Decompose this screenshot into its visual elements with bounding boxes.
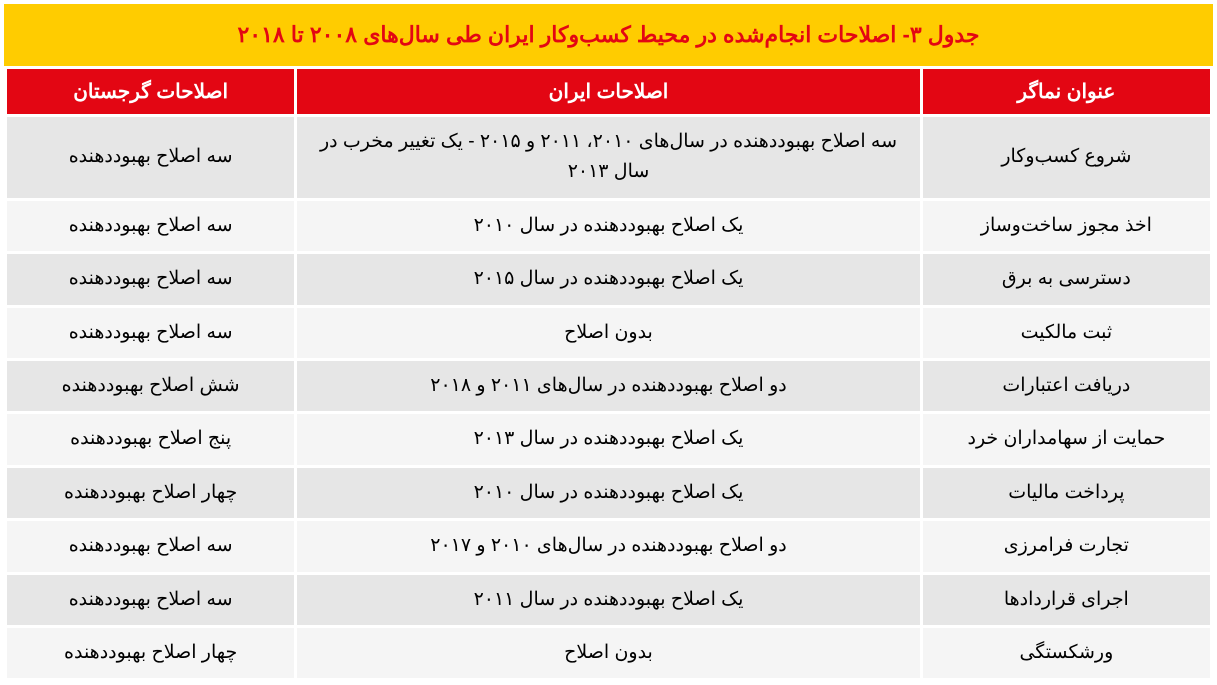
table-row: دریافت اعتباراتدو اصلاح بهبوددهنده در سا… xyxy=(7,361,1210,411)
table-row: دسترسی به برقیک اصلاح بهبوددهنده در سال … xyxy=(7,254,1210,304)
cell-georgia: چهار اصلاح بهبوددهنده xyxy=(7,468,294,518)
cell-georgia: سه اصلاح بهبوددهنده xyxy=(7,308,294,358)
cell-iran: دو اصلاح بهبوددهنده در سال‌های ۲۰۱۱ و ۲۰… xyxy=(297,361,919,411)
cell-georgia: سه اصلاح بهبوددهنده xyxy=(7,117,294,198)
cell-indicator: تجارت فرامرزی xyxy=(923,521,1210,571)
cell-iran: بدون اصلاح xyxy=(297,308,919,358)
cell-georgia: سه اصلاح بهبوددهنده xyxy=(7,254,294,304)
cell-iran: دو اصلاح بهبوددهنده در سال‌های ۲۰۱۰ و ۲۰… xyxy=(297,521,919,571)
header-georgia: اصلاحات گرجستان xyxy=(7,69,294,114)
table-title: جدول ۳- اصلاحات انجام‌شده در محیط کسب‌وک… xyxy=(4,4,1213,66)
table-row: ثبت مالکیتبدون اصلاحسه اصلاح بهبوددهنده xyxy=(7,308,1210,358)
cell-indicator: ورشکستگی xyxy=(923,628,1210,678)
table-row: پرداخت مالیاتیک اصلاح بهبوددهنده در سال … xyxy=(7,468,1210,518)
cell-indicator: شروع کسب‌وکار xyxy=(923,117,1210,198)
cell-georgia: چهار اصلاح بهبوددهنده xyxy=(7,628,294,678)
cell-iran: یک اصلاح بهبوددهنده در سال ۲۰۱۳ xyxy=(297,414,919,464)
cell-indicator: حمایت از سهامداران خرد xyxy=(923,414,1210,464)
cell-georgia: سه اصلاح بهبوددهنده xyxy=(7,521,294,571)
header-indicator: عنوان نماگر xyxy=(923,69,1210,114)
cell-indicator: اجرای قراردادها xyxy=(923,575,1210,625)
table-container: جدول ۳- اصلاحات انجام‌شده در محیط کسب‌وک… xyxy=(4,4,1213,681)
header-iran: اصلاحات ایران xyxy=(297,69,919,114)
table-row: ورشکستگیبدون اصلاحچهار اصلاح بهبوددهنده xyxy=(7,628,1210,678)
cell-georgia: پنج اصلاح بهبوددهنده xyxy=(7,414,294,464)
cell-georgia: سه اصلاح بهبوددهنده xyxy=(7,201,294,251)
reforms-table: عنوان نماگر اصلاحات ایران اصلاحات گرجستا… xyxy=(4,66,1213,681)
cell-iran: یک اصلاح بهبوددهنده در سال ۲۰۱۱ xyxy=(297,575,919,625)
table-row: اجرای قراردادهایک اصلاح بهبوددهنده در سا… xyxy=(7,575,1210,625)
cell-indicator: دسترسی به برق xyxy=(923,254,1210,304)
cell-indicator: ثبت مالکیت xyxy=(923,308,1210,358)
cell-georgia: سه اصلاح بهبوددهنده xyxy=(7,575,294,625)
cell-georgia: شش اصلاح بهبوددهنده xyxy=(7,361,294,411)
table-row: حمایت از سهامداران خردیک اصلاح بهبوددهند… xyxy=(7,414,1210,464)
cell-indicator: دریافت اعتبارات xyxy=(923,361,1210,411)
header-row: عنوان نماگر اصلاحات ایران اصلاحات گرجستا… xyxy=(7,69,1210,114)
cell-indicator: پرداخت مالیات xyxy=(923,468,1210,518)
cell-indicator: اخذ مجوز ساخت‌وساز xyxy=(923,201,1210,251)
table-row: اخذ مجوز ساخت‌وسازیک اصلاح بهبوددهنده در… xyxy=(7,201,1210,251)
cell-iran: سه اصلاح بهبوددهنده در سال‌های ۲۰۱۰، ۲۰۱… xyxy=(297,117,919,198)
cell-iran: یک اصلاح بهبوددهنده در سال ۲۰۱۵ xyxy=(297,254,919,304)
table-row: شروع کسب‌وکارسه اصلاح بهبوددهنده در سال‌… xyxy=(7,117,1210,198)
cell-iran: بدون اصلاح xyxy=(297,628,919,678)
cell-iran: یک اصلاح بهبوددهنده در سال ۲۰۱۰ xyxy=(297,201,919,251)
cell-iran: یک اصلاح بهبوددهنده در سال ۲۰۱۰ xyxy=(297,468,919,518)
table-row: تجارت فرامرزیدو اصلاح بهبوددهنده در سال‌… xyxy=(7,521,1210,571)
